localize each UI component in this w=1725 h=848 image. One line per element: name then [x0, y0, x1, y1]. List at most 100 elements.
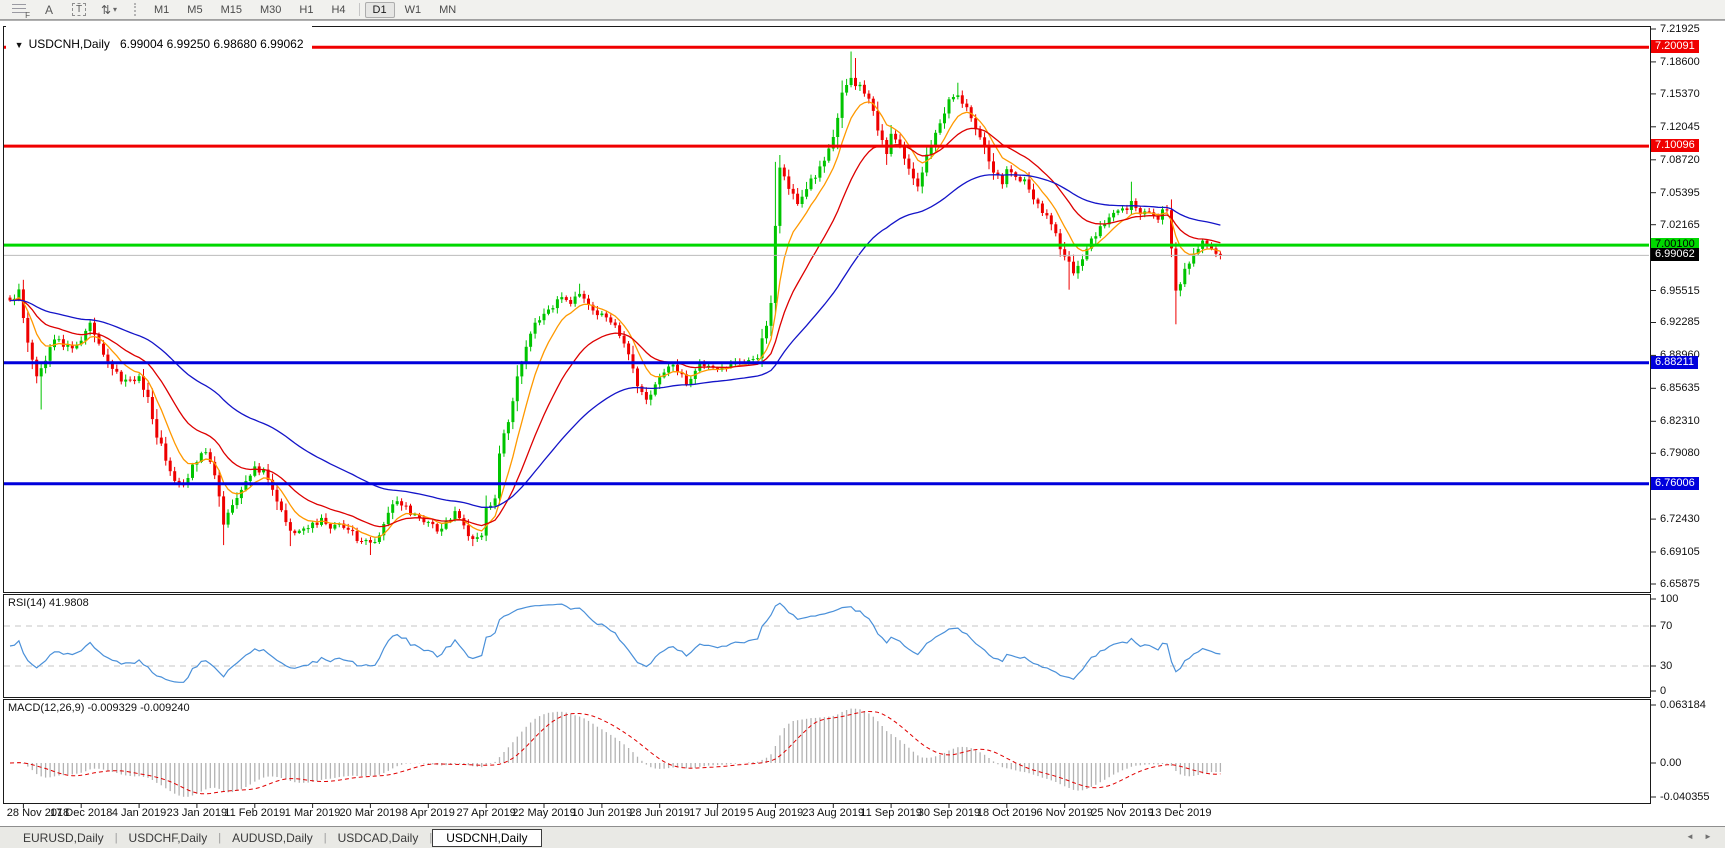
date-label: 18 Oct 2019 — [976, 807, 1037, 819]
ma-slow-line — [10, 174, 1221, 508]
chart-title-bar: ▼ USDCNH,Daily 6.99004 6.99250 6.98680 6.9… — [6, 23, 312, 52]
macd-histogram — [13, 708, 1222, 797]
date-label: 17 Jul 2019 — [689, 807, 746, 819]
timeframe-button-D1[interactable]: D1 — [364, 1, 395, 18]
date-label: 17 Dec 2018 — [49, 807, 113, 819]
date-label: 28 Nov 2018 — [6, 807, 70, 819]
rsi-line — [9, 602, 1221, 683]
timeframe-button-W1[interactable]: W1 — [404, 3, 422, 16]
price-tick-label: 6.69105 — [1660, 546, 1700, 559]
timeframe-button-MN[interactable]: MN — [439, 3, 457, 16]
price-level-badge: 7.20091 — [1651, 40, 1699, 54]
date-label: 11 Sep 2019 — [860, 807, 922, 819]
text-tool-icon[interactable]: A — [44, 2, 53, 17]
tab-usdcnh[interactable]: USDCNH,Daily — [432, 828, 542, 847]
rsi-panel-border — [3, 594, 1651, 698]
price-tick-label: 6.72430 — [1660, 513, 1700, 526]
symbol-tab-strip: EURUSD,Daily | USDCHF,Daily | AUDUSD,Daily | U… — [0, 826, 1725, 848]
date-label: 27 Apr 2019 — [456, 807, 516, 819]
toolbar-grip-handle[interactable] — [134, 3, 138, 16]
macd-indicator-label: MACD(12,26,9) -0.009329 -0.009240 — [8, 702, 190, 714]
ma-fast-line — [9, 101, 1221, 538]
price-tick-label: 6.95515 — [1660, 284, 1700, 297]
timeframe-button-M1[interactable]: M1 — [154, 3, 170, 16]
tab-separator: | — [429, 831, 433, 844]
object-tools-group: F A T ⇅ ▾ — [4, 2, 124, 20]
text-label-tool-icon[interactable]: T — [69, 2, 89, 17]
current-price-badge: 6.99062 — [1651, 248, 1699, 262]
dropdown-caret-icon: ▾ — [113, 5, 118, 14]
price-tick-label: 7.12045 — [1660, 120, 1700, 133]
timeframe-button-M15[interactable]: M15 — [220, 3, 242, 16]
macd-tick-label: -0.040355 — [1660, 791, 1710, 803]
date-label: 23 Jan 2019 — [166, 807, 228, 819]
tab-scroll-right-icon[interactable]: ► — [1704, 832, 1712, 841]
date-label: 10 Jun 2019 — [571, 807, 633, 819]
date-label: 30 Sep 2019 — [917, 807, 981, 819]
rsi-tick-label: 0 — [1660, 685, 1667, 697]
date-label: 20 Mar 2019 — [339, 807, 402, 819]
tab-usdchf[interactable]: USDCHF,Daily — [128, 830, 208, 845]
chart-symbol-label: USDCNH,Daily — [28, 37, 110, 51]
price-tick-label: 7.21925 — [1660, 23, 1700, 35]
price-tick-label: 7.18600 — [1660, 55, 1700, 68]
ohlc-close: 6.99062 — [260, 37, 304, 51]
macd-tick-label: 0.00 — [1660, 757, 1682, 769]
ohlc-low: 6.98680 — [213, 37, 257, 51]
price-level-badge: 6.88211 — [1651, 355, 1698, 369]
date-label: 6 Nov 2019 — [1036, 807, 1093, 819]
timeframe-button-H1[interactable]: H1 — [299, 3, 314, 16]
toolbar-separator — [358, 3, 360, 16]
ohlc-open: 6.99004 — [119, 37, 164, 51]
macd-tick-label: 0.063184 — [1660, 699, 1706, 711]
date-label: 25 Nov 2019 — [1091, 807, 1154, 819]
price-level-badge: 7.00100 — [1651, 238, 1699, 252]
tab-usdcad[interactable]: USDCAD,Daily — [337, 830, 419, 845]
tab-separator: | — [218, 831, 222, 844]
date-label: 8 Apr 2019 — [401, 807, 455, 819]
rsi-tick-label: 70 — [1660, 620, 1673, 632]
symbol-tabs: EURUSD,Daily | USDCHF,Daily | AUDUSD,Daily | U… — [12, 828, 542, 847]
price-level-badge: 6.76006 — [1651, 476, 1699, 490]
tab-scroll-left-icon[interactable]: ◄ — [1686, 832, 1694, 841]
macd-panel-border — [3, 699, 1651, 804]
main-panel-border — [3, 26, 1651, 593]
ohlc-high: 6.99250 — [166, 37, 211, 51]
price-tick-label: 7.05395 — [1660, 186, 1700, 199]
tab-eurusd[interactable]: EURUSD,Daily — [23, 830, 104, 845]
date-label: 28 Jun 2019 — [629, 807, 690, 819]
tab-separator: | — [323, 831, 327, 844]
rsi-indicator-label: RSI(14) 41.9808 — [8, 597, 89, 609]
price-tick-label: 7.15370 — [1660, 87, 1700, 100]
price-tick-label: 6.79080 — [1660, 447, 1700, 460]
timeframe-buttons-group: M1 M5 M15 M30 H1 H4 D1 W1 MN — [145, 1, 465, 18]
candles-layer — [8, 51, 1222, 555]
arrow-objects-tool-icon[interactable]: ⇅ ▾ — [100, 2, 118, 17]
price-tick-label: 6.85635 — [1660, 382, 1700, 395]
tab-audusd[interactable]: AUDUSD,Daily — [232, 830, 313, 845]
ma-medium-line — [9, 127, 1221, 528]
chart-collapse-icon[interactable]: ▼ — [14, 40, 24, 50]
timeframe-button-H4[interactable]: H4 — [331, 3, 346, 16]
tab-separator: | — [114, 831, 118, 844]
date-label: 11 Feb 2019 — [224, 807, 286, 819]
date-label: 4 Jan 2019 — [111, 807, 167, 819]
timeframe-button-M30[interactable]: M30 — [259, 3, 282, 16]
fibonacci-grid-icon[interactable]: F — [9, 2, 30, 20]
price-tick-label: 7.08720 — [1660, 153, 1700, 166]
date-label: 22 May 2019 — [512, 807, 576, 819]
price-level-badge: 7.10096 — [1651, 139, 1699, 153]
rsi-tick-label: 30 — [1660, 660, 1673, 672]
top-toolbar: F A T ⇅ ▾ M1 M5 M15 M30 H1 H4 D1 W1 MN — [0, 0, 1725, 20]
date-label: 1 Mar 2019 — [284, 807, 341, 819]
price-tick-label: 6.82310 — [1660, 415, 1700, 428]
date-label: 23 Aug 2019 — [802, 807, 865, 819]
price-tick-label: 6.65875 — [1660, 578, 1700, 590]
price-tick-label: 6.92285 — [1660, 316, 1700, 329]
date-label: 13 Dec 2019 — [1149, 807, 1212, 819]
rsi-tick-label: 100 — [1660, 593, 1679, 605]
timeframe-button-M5[interactable]: M5 — [187, 3, 203, 16]
price-tick-label: 7.02165 — [1660, 218, 1700, 231]
date-label: 5 Aug 2019 — [747, 807, 804, 819]
